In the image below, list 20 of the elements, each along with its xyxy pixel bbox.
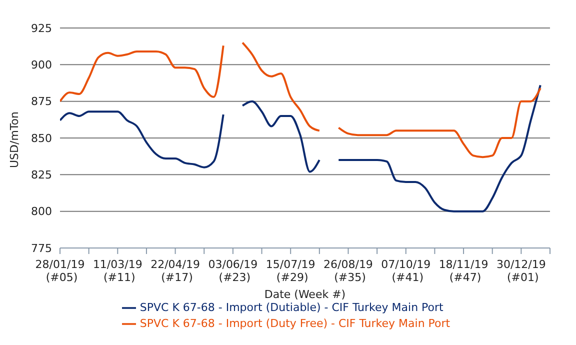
legend-label: SPVC K 67-68 - Import (Dutiable) - CIF Turkey Main Port (140, 301, 444, 314)
y-tick-label: 850 (31, 132, 52, 145)
x-tick-label: 03/06/19 (#23) (208, 258, 258, 284)
x-tick-label: 28/01/19 (#05) (35, 258, 85, 284)
y-tick-label: 900 (31, 58, 52, 72)
x-tick-label: 22/04/19 (#17) (150, 258, 200, 284)
y-tick-label: 775 (31, 242, 52, 255)
x-tick-label: 11/03/19 (#11) (92, 258, 142, 284)
x-tick-label: 26/08/19 (#35) (324, 258, 373, 284)
legend-label: SPVC K 67-68 - Import (Duty Free) - CIF Turkey Main Port (140, 317, 450, 330)
y-tick-label: 875 (31, 95, 52, 108)
y-tick-label: 825 (31, 168, 52, 182)
y-axis-title: USD/mTon (8, 111, 21, 168)
x-tick-label: 18/11/19 (#47) (438, 258, 488, 284)
x-axis-title: Date (Week #) (264, 288, 346, 301)
y-tick-label: 925 (31, 22, 52, 35)
x-tick-label: 15/07/19 (#29) (266, 258, 316, 284)
y-tick-label: 800 (31, 205, 52, 218)
x-tick-label: 30/12/19 (#01) (496, 258, 546, 284)
x-tick-label: 07/10/19 (#41) (381, 258, 431, 284)
